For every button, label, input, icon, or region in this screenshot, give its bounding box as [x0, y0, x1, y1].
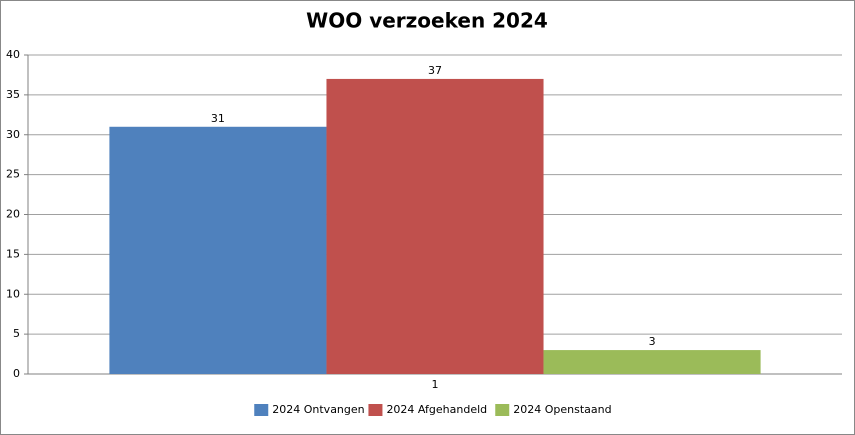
legend-swatch [254, 404, 269, 416]
y-tick-label: 5 [13, 327, 20, 340]
x-tick-label: 1 [432, 378, 439, 391]
chart-title: WOO verzoeken 2024 [306, 9, 548, 33]
legend-swatch [368, 404, 383, 416]
y-tick-label: 20 [6, 208, 20, 221]
y-tick-label: 40 [6, 48, 20, 61]
bar [543, 350, 761, 374]
data-label: 31 [211, 112, 225, 125]
y-tick-label: 15 [6, 247, 20, 260]
y-tick-label: 0 [13, 367, 20, 380]
legend-label: 2024 Ontvangen [272, 403, 364, 416]
bar [109, 126, 327, 375]
bar [326, 78, 544, 375]
y-tick-label: 10 [6, 287, 20, 300]
legend-swatch [495, 404, 510, 416]
legend-label: 2024 Openstaand [513, 403, 611, 416]
y-tick-label: 30 [6, 128, 20, 141]
data-label: 37 [428, 64, 442, 77]
data-label: 3 [649, 335, 656, 348]
legend-label: 2024 Afgehandeld [386, 403, 487, 416]
y-tick-label: 35 [6, 88, 20, 101]
y-tick-label: 25 [6, 168, 20, 181]
